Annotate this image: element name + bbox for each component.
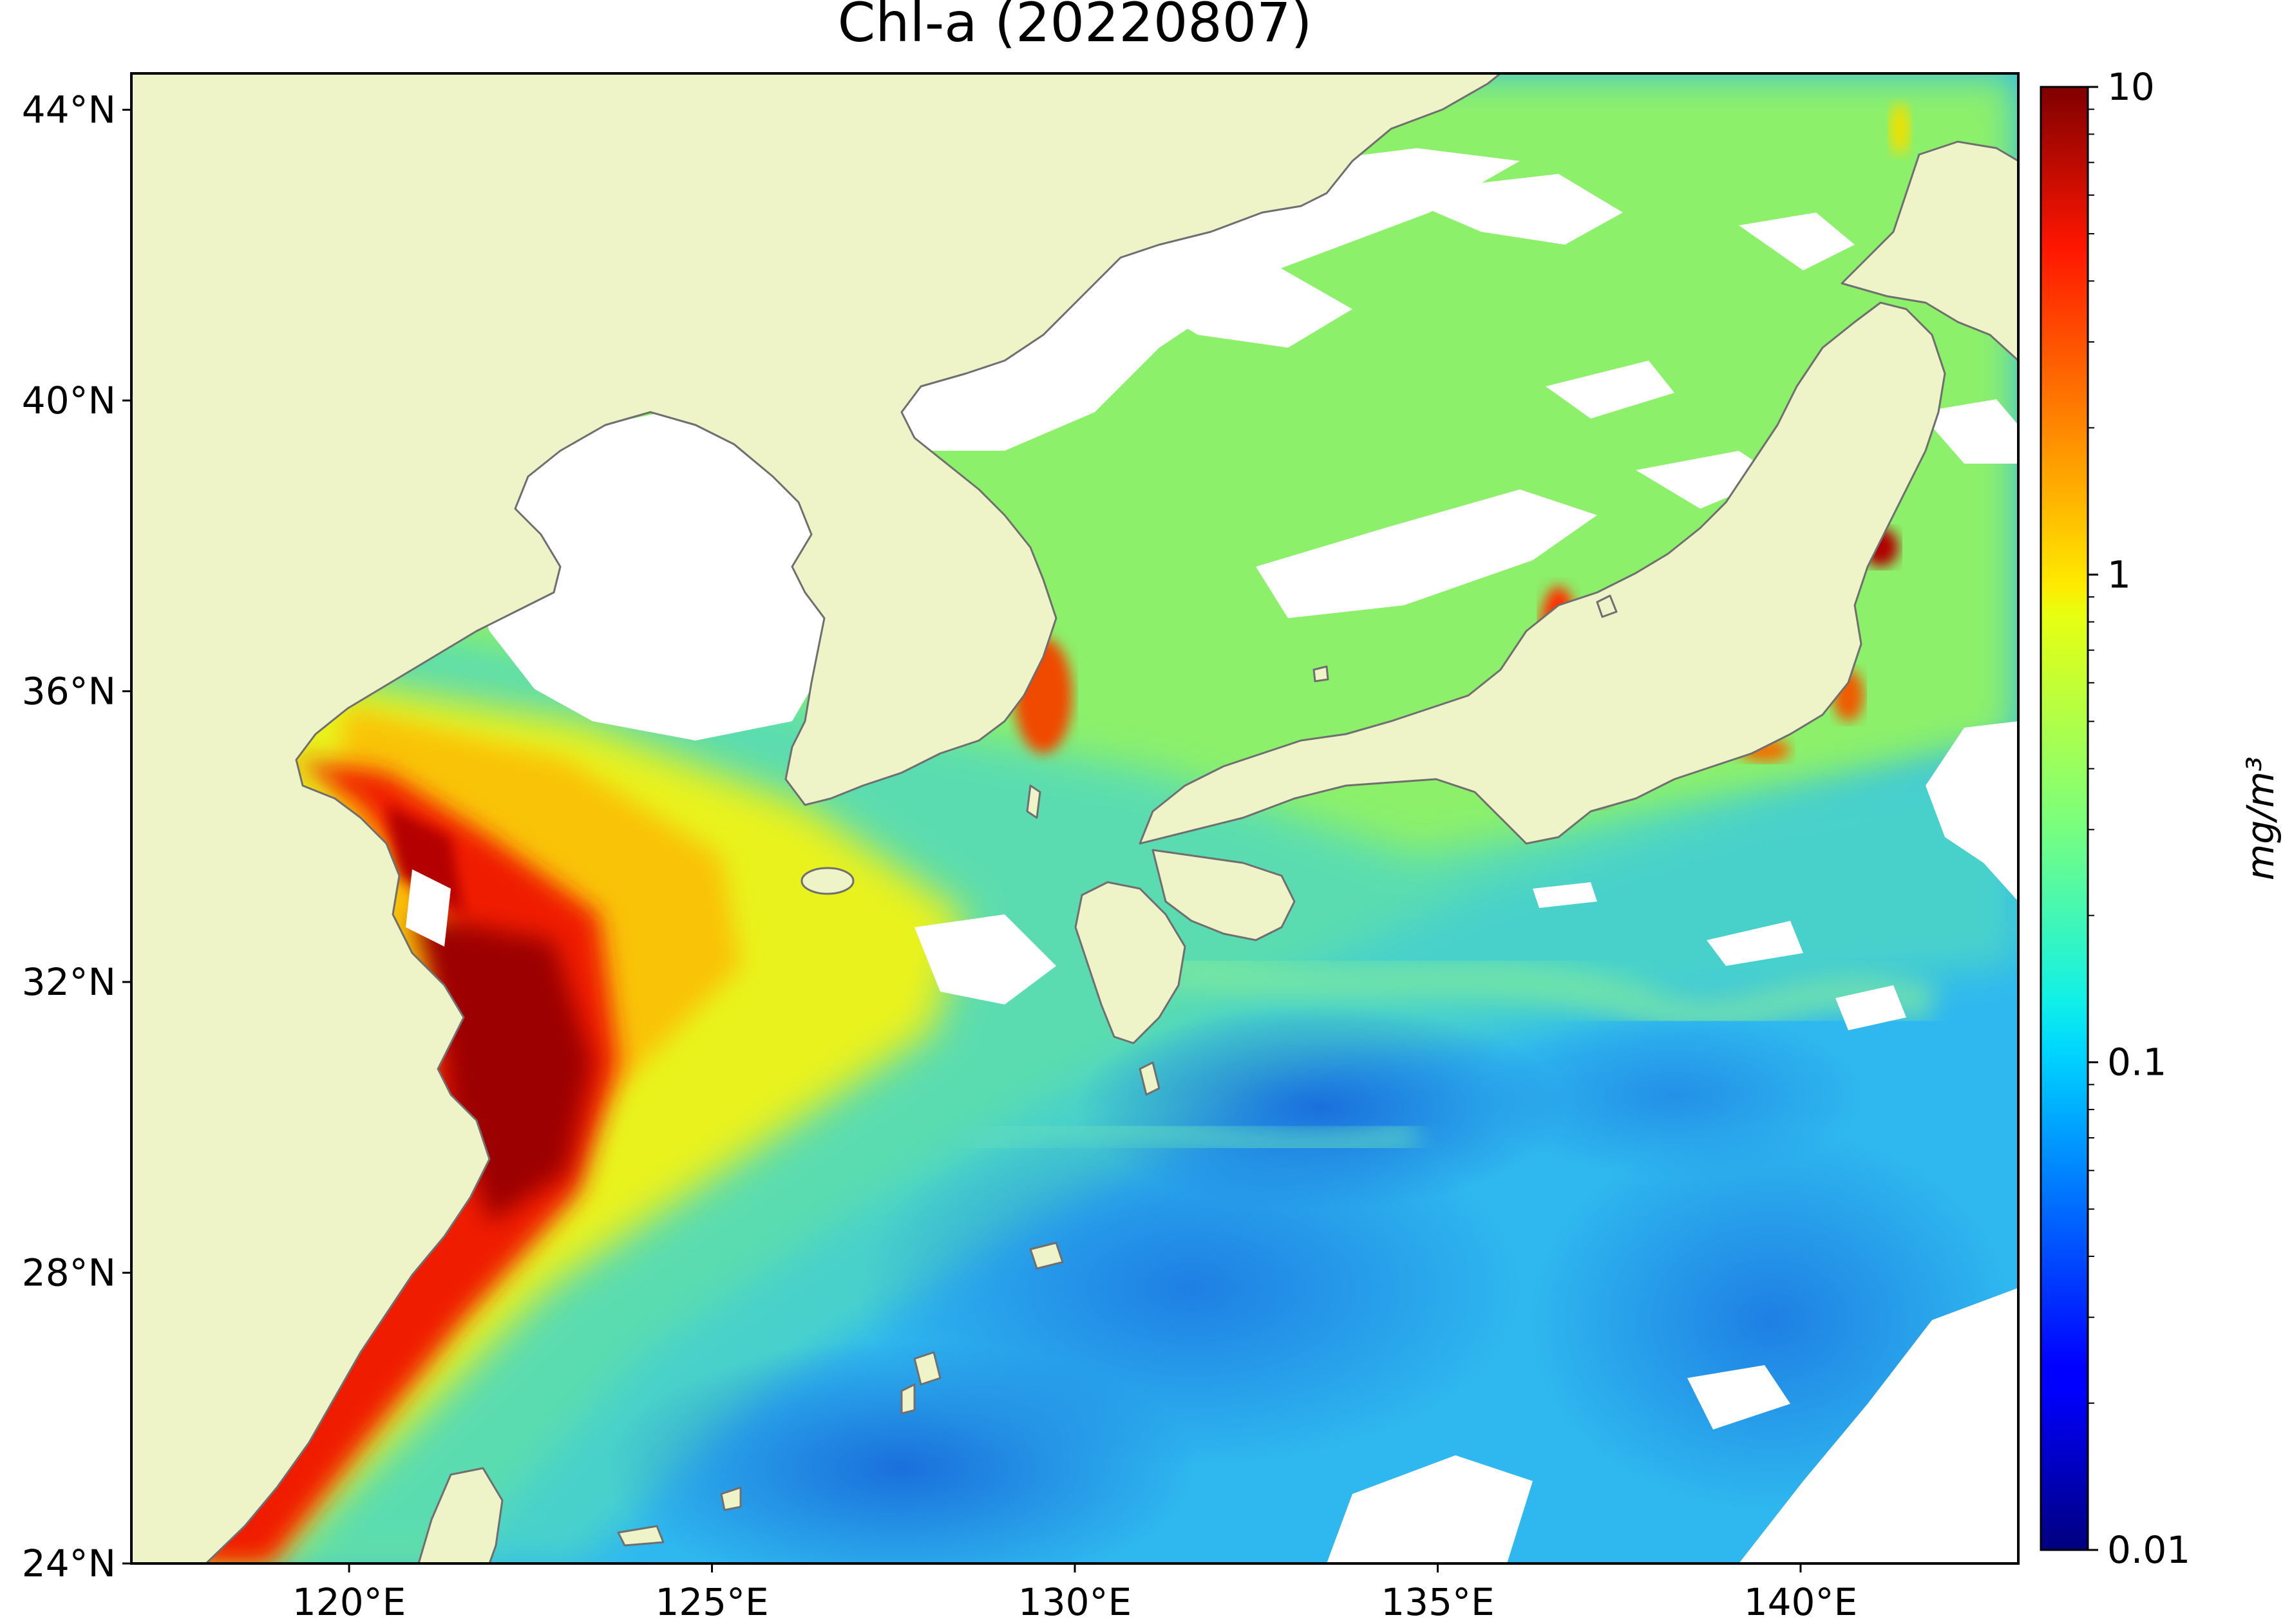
- longitude-axis: 120°E 125°E 130°E 135°E 140°E: [292, 1563, 1857, 1624]
- lat-tick-label: 32°N: [22, 960, 116, 1004]
- asian-mainland: [131, 73, 1502, 1563]
- colorbar-label: mg/m³: [2239, 757, 2282, 881]
- land-masses: [131, 73, 2018, 1563]
- ryukyu-island: [913, 1351, 942, 1386]
- oki-island: [1312, 665, 1329, 683]
- ryukyu-island: [1139, 1061, 1160, 1096]
- ryukyu-island: [617, 1525, 665, 1547]
- tsushima-island: [1026, 784, 1041, 819]
- lat-tick-label: 40°N: [22, 379, 116, 422]
- kyushu-island: [1074, 881, 1186, 1044]
- ryukyu-island: [720, 1486, 742, 1511]
- colorbar: 10 1 0.1 0.01 mg/m³: [2040, 65, 2282, 1572]
- lon-tick-label: 120°E: [292, 1580, 406, 1624]
- lon-tick-label: 130°E: [1018, 1580, 1132, 1624]
- jeju-island: [800, 867, 855, 895]
- ryukyu-island: [900, 1383, 916, 1415]
- colorbar-gradient: [2040, 86, 2089, 1551]
- ryukyu-island: [1029, 1242, 1064, 1270]
- latitude-axis: 44°N 40°N 36°N 32°N 28°N 24°N: [22, 88, 131, 1585]
- sado-island: [1596, 594, 1618, 618]
- lat-tick-label: 36°N: [22, 669, 116, 713]
- colorbar-tick-label: 0.1: [2107, 1041, 2166, 1084]
- lon-tick-label: 140°E: [1744, 1580, 1857, 1624]
- shikoku-island: [1151, 849, 1296, 941]
- map-panel: [131, 73, 2018, 1563]
- lon-tick-label: 125°E: [655, 1580, 768, 1624]
- colorbar-tick-label: 1: [2107, 552, 2131, 596]
- map-title: Chl-a (20220807): [838, 0, 1312, 54]
- colorbar-tick-label: 10: [2107, 65, 2155, 109]
- colorbar-ticks: 10 1 0.1 0.01: [2088, 65, 2190, 1572]
- hokkaido-island: [1841, 140, 2018, 362]
- lat-tick-label: 44°N: [22, 88, 116, 131]
- honshu-island: [1139, 301, 1946, 845]
- colorbar-tick-label: 0.01: [2107, 1528, 2190, 1572]
- taiwan-island: [417, 1467, 504, 1563]
- lon-tick-label: 135°E: [1381, 1580, 1494, 1624]
- lat-tick-label: 24°N: [22, 1542, 116, 1585]
- lat-tick-label: 28°N: [22, 1251, 116, 1294]
